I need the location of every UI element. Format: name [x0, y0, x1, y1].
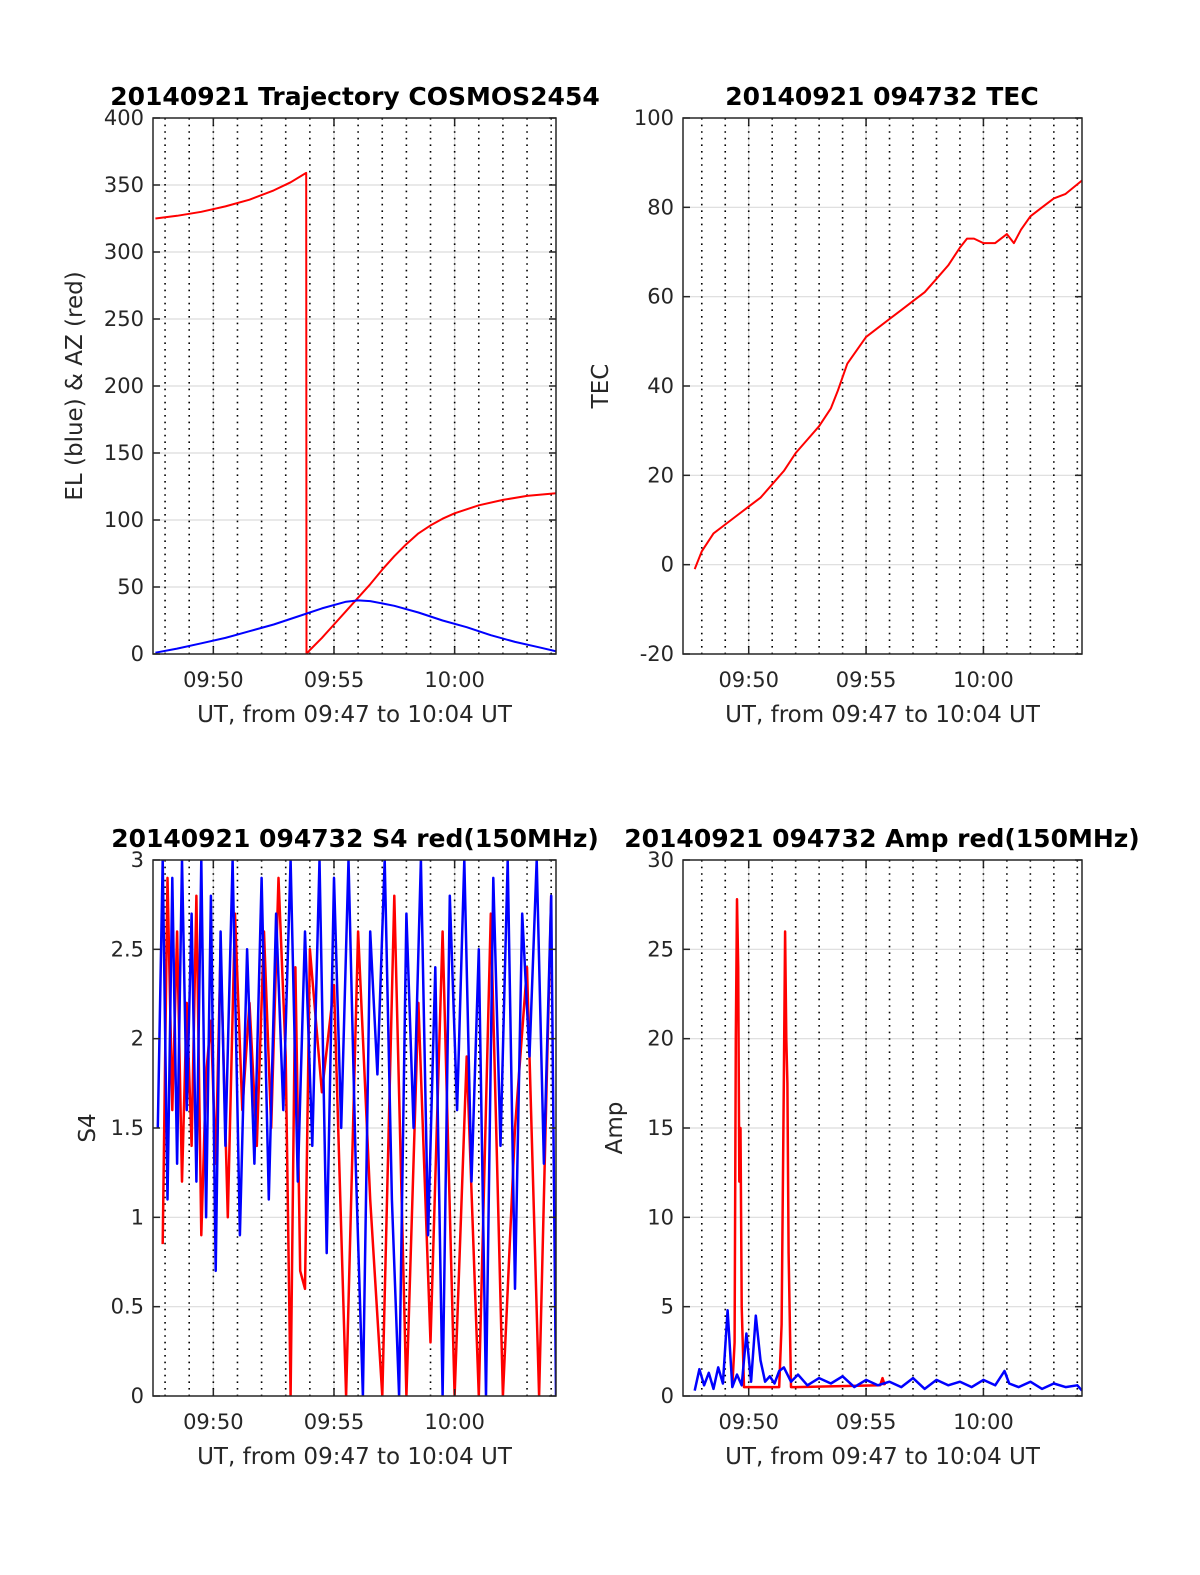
x-tick-label: 09:50 [718, 1410, 779, 1434]
y-tick-label: 1.5 [111, 1116, 144, 1140]
y-tick-label: 60 [647, 285, 674, 309]
x-tick-label: 09:55 [304, 668, 365, 692]
y-tick-label: 2 [131, 1027, 144, 1051]
x-tick-label: 09:50 [183, 668, 244, 692]
y-tick-label: 0 [131, 642, 144, 666]
y-tick-label: 20 [647, 463, 674, 487]
y-tick-label: 15 [647, 1116, 674, 1140]
chart-title: 20140921 094732 S4 red(150MHz) [111, 824, 599, 853]
x-axis-label: UT, from 09:47 to 10:04 UT [197, 702, 513, 728]
y-tick-label: -20 [640, 642, 674, 666]
grid [683, 860, 1082, 1396]
y-tick-label: 1 [131, 1205, 144, 1229]
x-tick-label: 10:00 [424, 668, 485, 692]
y-tick-label: 40 [647, 374, 674, 398]
y-tick-label: 30 [647, 848, 674, 872]
y-tick-label: 25 [647, 937, 674, 961]
y-tick-label: 400 [104, 106, 144, 130]
y-axis-label: EL (blue) & AZ (red) [62, 271, 88, 500]
x-tick-label: 10:00 [953, 1410, 1014, 1434]
y-tick-label: 20 [647, 1027, 674, 1051]
x-tick-label: 10:00 [424, 1410, 485, 1434]
y-axis-label: Amp [602, 1102, 628, 1155]
chart-panel-tec: -20 0 20 40 60 80 100 09:50 09:55 10:00 20140921 0… [588, 82, 1083, 728]
chart-title: 20140921 094732 Amp red(150MHz) [624, 824, 1140, 853]
y-tick-label: 2.5 [111, 937, 144, 961]
x-tick-label: 09:55 [836, 668, 897, 692]
x-tick-label: 09:50 [183, 1410, 244, 1434]
y-tick-label: 0 [661, 553, 674, 577]
y-tick-label: 10 [647, 1205, 674, 1229]
y-tick-label: 350 [104, 173, 144, 197]
series-line-0 [693, 179, 1082, 570]
x-tick-label: 09:55 [836, 1410, 897, 1434]
grid [153, 118, 556, 654]
x-axis-label: UT, from 09:47 to 10:04 UT [725, 702, 1041, 728]
x-axis-label: UT, from 09:47 to 10:04 UT [725, 1444, 1041, 1470]
y-axis-label: TEC [588, 364, 614, 410]
y-tick-label: 0.5 [111, 1295, 144, 1319]
y-tick-label: 100 [634, 106, 674, 130]
y-tick-label: 200 [104, 374, 144, 398]
y-tick-label: 80 [647, 195, 674, 219]
series-line-0 [155, 171, 556, 654]
y-tick-label: 5 [661, 1295, 674, 1319]
x-tick-label: 10:00 [953, 668, 1014, 692]
y-axis-label: S4 [75, 1113, 101, 1142]
chart-title: 20140921 Trajectory COSMOS2454 [110, 82, 600, 111]
y-tick-label: 3 [131, 848, 144, 872]
x-tick-label: 09:50 [718, 668, 779, 692]
chart-title: 20140921 094732 TEC [725, 82, 1038, 111]
y-tick-label: 150 [104, 441, 144, 465]
grid [683, 118, 1082, 654]
y-tick-label: 300 [104, 240, 144, 264]
series-line-1 [693, 1308, 1082, 1392]
chart-panel-trajectory: 0 50 100 150 200 250 300 350 400 09:50 09:55 10:00 2… [62, 82, 600, 728]
x-axis-label: UT, from 09:47 to 10:04 UT [197, 1444, 513, 1470]
y-tick-label: 50 [117, 575, 144, 599]
y-tick-label: 0 [661, 1384, 674, 1408]
chart-panel-amp: 0 5 10 15 20 25 30 09:50 09:55 10:00 20140921 0947… [602, 824, 1140, 1470]
series-line-0 [731, 898, 886, 1389]
y-tick-label: 250 [104, 307, 144, 331]
series-line-0 [161, 876, 553, 1396]
series-line-1 [156, 860, 556, 1396]
y-tick-label: 100 [104, 508, 144, 532]
x-tick-label: 09:55 [304, 1410, 365, 1434]
y-tick-label: 0 [131, 1384, 144, 1408]
series-line-1 [155, 599, 556, 654]
chart-panel-s4: 0 0.5 1 1.5 2 2.5 3 09:50 09:55 10:00 20140921 094… [75, 824, 599, 1470]
